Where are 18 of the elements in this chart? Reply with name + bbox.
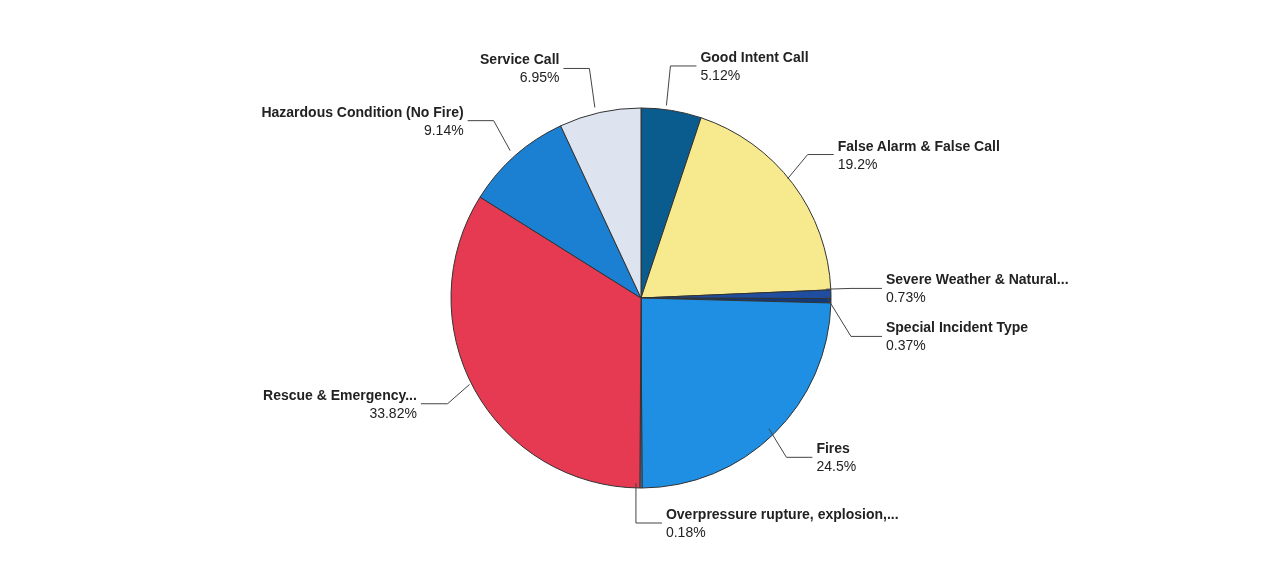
slice-label: Special Incident Type [885, 319, 1029, 336]
data-label: 0.18% [665, 524, 706, 540]
data-label: 9.14% [423, 121, 464, 138]
slice-label: Severe Weather & Natural... [885, 271, 1069, 288]
slice-label: Fires [816, 440, 851, 457]
slice-label: Good Intent Call [700, 48, 809, 65]
slice-label: Rescue & Emergency... [263, 386, 417, 403]
slice-label: Hazardous Condition (No Fire) [261, 103, 464, 120]
slice-label: Service Call [480, 51, 560, 68]
data-label: 0.73% [885, 289, 926, 306]
slice-label: False Alarm & False Call [837, 137, 1000, 154]
data-label: 24.5% [816, 458, 857, 475]
data-label: 0.37% [885, 337, 926, 354]
data-label: 6.95% [519, 69, 560, 86]
data-label: 5.12% [700, 66, 741, 83]
slice-label: Overpressure rupture, explosion,... [665, 506, 899, 522]
data-label: 33.82% [369, 404, 417, 421]
data-label: 19.2% [837, 155, 878, 172]
